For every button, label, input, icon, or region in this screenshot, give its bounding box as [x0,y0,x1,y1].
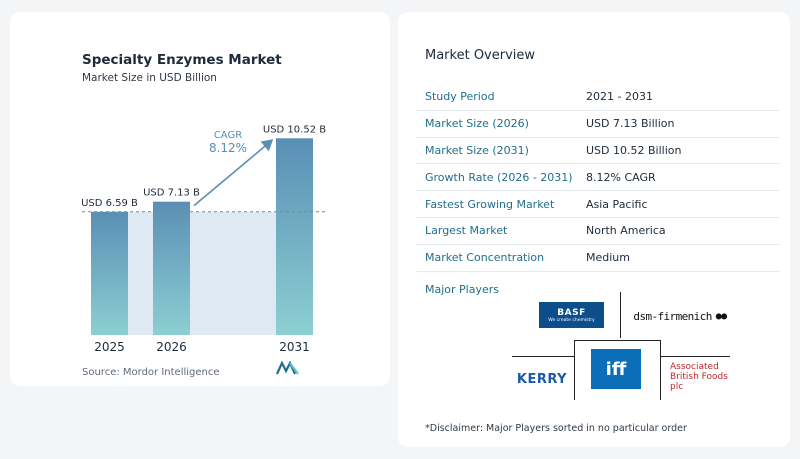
abf-logo-line: Associated [670,362,719,372]
source-note: Source: Mordor Intelligence [82,367,220,378]
logo-divider [512,356,574,357]
logo-divider [574,340,575,400]
overview-label: Largest Market [425,224,508,238]
bar-2031 [276,138,313,335]
overview-row-study-period: Study Period 2021 - 2031 [416,84,780,111]
data-label-2025: USD 6.59 B [81,198,138,209]
x-tick-label-2025: 2025 [94,340,125,354]
overview-value: Asia Pacific [586,197,648,211]
bar-chart: USD 6.59 B 2025 USD 7.13 B 2026 USD 10.52 B 2… [81,124,328,354]
bar-2025 [91,211,128,335]
overview-row-market-size-2026: Market Size (2026) USD 7.13 Billion [416,111,780,138]
major-players-label: Major Players [425,283,499,296]
data-label-2026: USD 7.13 B [143,188,200,199]
disclaimer: *Disclaimer: Major Players sorted in no … [425,423,687,434]
dsm-firmenich-logo: dsm-firmenich ●● [630,306,730,326]
dsm-firmenich-mark-icon: ●● [715,310,727,322]
overview-label: Market Size (2031) [425,143,529,157]
logo-divider [574,340,660,341]
overview-label: Market Concentration [425,251,545,265]
cagr-value: 8.12% [209,141,247,155]
logo-divider [660,356,730,357]
overview-row-fastest-growing: Fastest Growing Market Asia Pacific [416,191,780,218]
x-tick-label-2031: 2031 [279,340,310,354]
abf-logo-line: British Foods [670,372,728,382]
basf-logo-tagline: We create chemistry [548,317,595,323]
overview-table: Study Period 2021 - 2031 Market Size (20… [416,84,780,272]
abf-logo-line: plc [670,382,684,392]
overview-row-concentration: Market Concentration Medium [416,245,780,272]
overview-title: Market Overview [425,48,536,63]
overview-label: Market Size (2026) [425,117,529,131]
chart-title: Specialty Enzymes Market [82,52,282,68]
chart-subtitle: Market Size in USD Billion [82,72,217,84]
cagr-arrow [193,139,274,207]
basf-logo-text: BASF [557,307,586,318]
logo-divider [660,340,661,400]
associated-british-foods-logo: Associated British Foods plc [670,362,742,398]
dsm-firmenich-logo-text: dsm-firmenich [633,309,712,323]
logo-divider [620,292,621,338]
growth-area [128,211,276,335]
kerry-logo-text: KERRY [516,371,568,387]
bar-2026 [153,201,190,335]
basf-logo: BASF We create chemistry [539,302,604,328]
iff-logo: iff [591,349,641,389]
overview-row-growth-rate: Growth Rate (2026 - 2031) 8.12% CAGR [416,164,780,192]
overview-label: Growth Rate (2026 - 2031) [425,170,573,184]
overview-value: 8.12% CAGR [586,170,656,184]
overview-value: USD 7.13 Billion [586,117,675,131]
overview-value: 2021 - 2031 [586,90,653,104]
x-tick-label-2026: 2026 [156,340,187,354]
overview-label: Study Period [425,90,495,104]
overview-row-market-size-2031: Market Size (2031) USD 10.52 Billion [416,138,780,165]
overview-value: USD 10.52 Billion [586,143,682,157]
overview-label: Fastest Growing Market [425,197,555,211]
iff-logo-text: iff [605,358,627,380]
data-label-2031: USD 10.52 B [263,124,326,135]
overview-value: Medium [586,251,630,265]
mordor-intelligence-logo [276,361,299,375]
cagr-label: CAGR [214,130,242,141]
overview-row-largest-market: Largest Market North America [416,218,780,245]
kerry-logo: KERRY [511,370,573,388]
overview-value: North America [586,224,666,238]
